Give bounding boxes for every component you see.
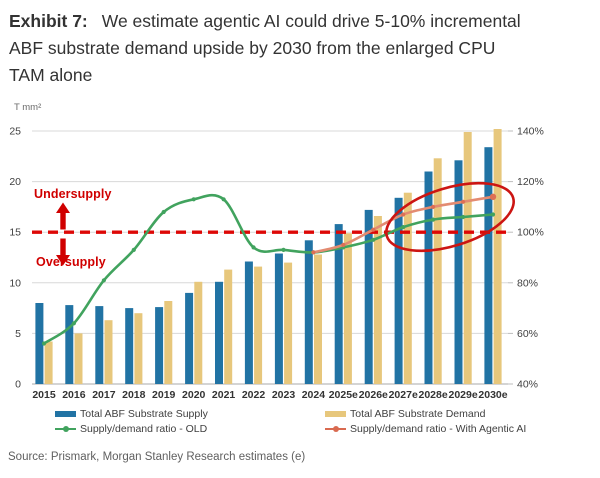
source-note: Source: Prismark, Morgan Stanley Researc… [8, 451, 306, 463]
oversupply-arrow-icon [56, 238, 70, 266]
svg-text:2026e: 2026e [359, 389, 388, 401]
exhibit-label: Exhibit 7: [9, 11, 88, 31]
x-axis-labels: 2015 2016 2017 2018 2019 2020 2021 2022 2023 2024… [32, 389, 507, 401]
exhibit-title-text: We estimate agentic AI could drive 5-10%… [9, 11, 521, 85]
chart-legend: Total ABF Substrate Supply Total ABF Sub… [55, 406, 526, 436]
svg-text:120%: 120% [517, 176, 544, 188]
ratio-old-line-swatch [55, 425, 76, 432]
svg-text:140%: 140% [517, 126, 544, 138]
svg-text:2019: 2019 [152, 389, 176, 401]
svg-text:2023: 2023 [272, 389, 296, 401]
supply-bar-swatch [55, 410, 76, 417]
svg-text:20: 20 [9, 176, 21, 188]
svg-text:80%: 80% [517, 277, 538, 289]
svg-text:2020: 2020 [182, 389, 206, 401]
svg-text:2025e: 2025e [329, 389, 358, 401]
svg-text:100%: 100% [517, 227, 544, 239]
legend-label: Supply/demand ratio - OLD [80, 422, 208, 435]
svg-text:2028e: 2028e [418, 389, 447, 401]
svg-text:10: 10 [9, 277, 21, 289]
oversupply-annotation: Oversupply [36, 255, 106, 269]
svg-text:2027e: 2027e [389, 389, 418, 401]
svg-text:5: 5 [15, 328, 21, 340]
legend-item-demand: Total ABF Substrate Demand [325, 406, 526, 421]
svg-text:2018: 2018 [122, 389, 146, 401]
svg-text:25: 25 [9, 126, 21, 138]
demand-bars [44, 129, 502, 384]
exhibit-title: Exhibit 7: We estimate agentic AI could d… [9, 8, 525, 89]
legend-label: Total ABF Substrate Supply [80, 407, 208, 420]
svg-text:2030e: 2030e [478, 389, 507, 401]
supply-bars [35, 147, 493, 384]
legend-item-ratio-agentic: Supply/demand ratio - With Agentic AI [325, 421, 526, 436]
legend-item-ratio-old: Supply/demand ratio - OLD [55, 421, 325, 436]
svg-text:0: 0 [15, 379, 21, 391]
ratio-agentic-line-swatch [325, 425, 346, 432]
undersupply-arrow-icon [56, 202, 70, 230]
legend-label: Total ABF Substrate Demand [350, 407, 486, 420]
left-axis-unit-label: T mm² [14, 102, 42, 113]
svg-text:2017: 2017 [92, 389, 116, 401]
svg-text:60%: 60% [517, 328, 538, 340]
svg-text:2029e: 2029e [448, 389, 477, 401]
svg-text:2021: 2021 [212, 389, 236, 401]
highlight-ellipse [385, 181, 515, 253]
ratio-old-line [42, 193, 495, 345]
svg-text:15: 15 [9, 227, 21, 239]
svg-text:2022: 2022 [242, 389, 266, 401]
svg-text:2024: 2024 [302, 389, 326, 401]
undersupply-annotation: Undersupply [34, 187, 112, 201]
svg-text:2015: 2015 [32, 389, 56, 401]
svg-text:40%: 40% [517, 379, 538, 391]
legend-label: Supply/demand ratio - With Agentic AI [350, 422, 527, 435]
svg-text:2016: 2016 [62, 389, 86, 401]
demand-bar-swatch [325, 410, 346, 417]
legend-item-supply: Total ABF Substrate Supply [55, 406, 325, 421]
